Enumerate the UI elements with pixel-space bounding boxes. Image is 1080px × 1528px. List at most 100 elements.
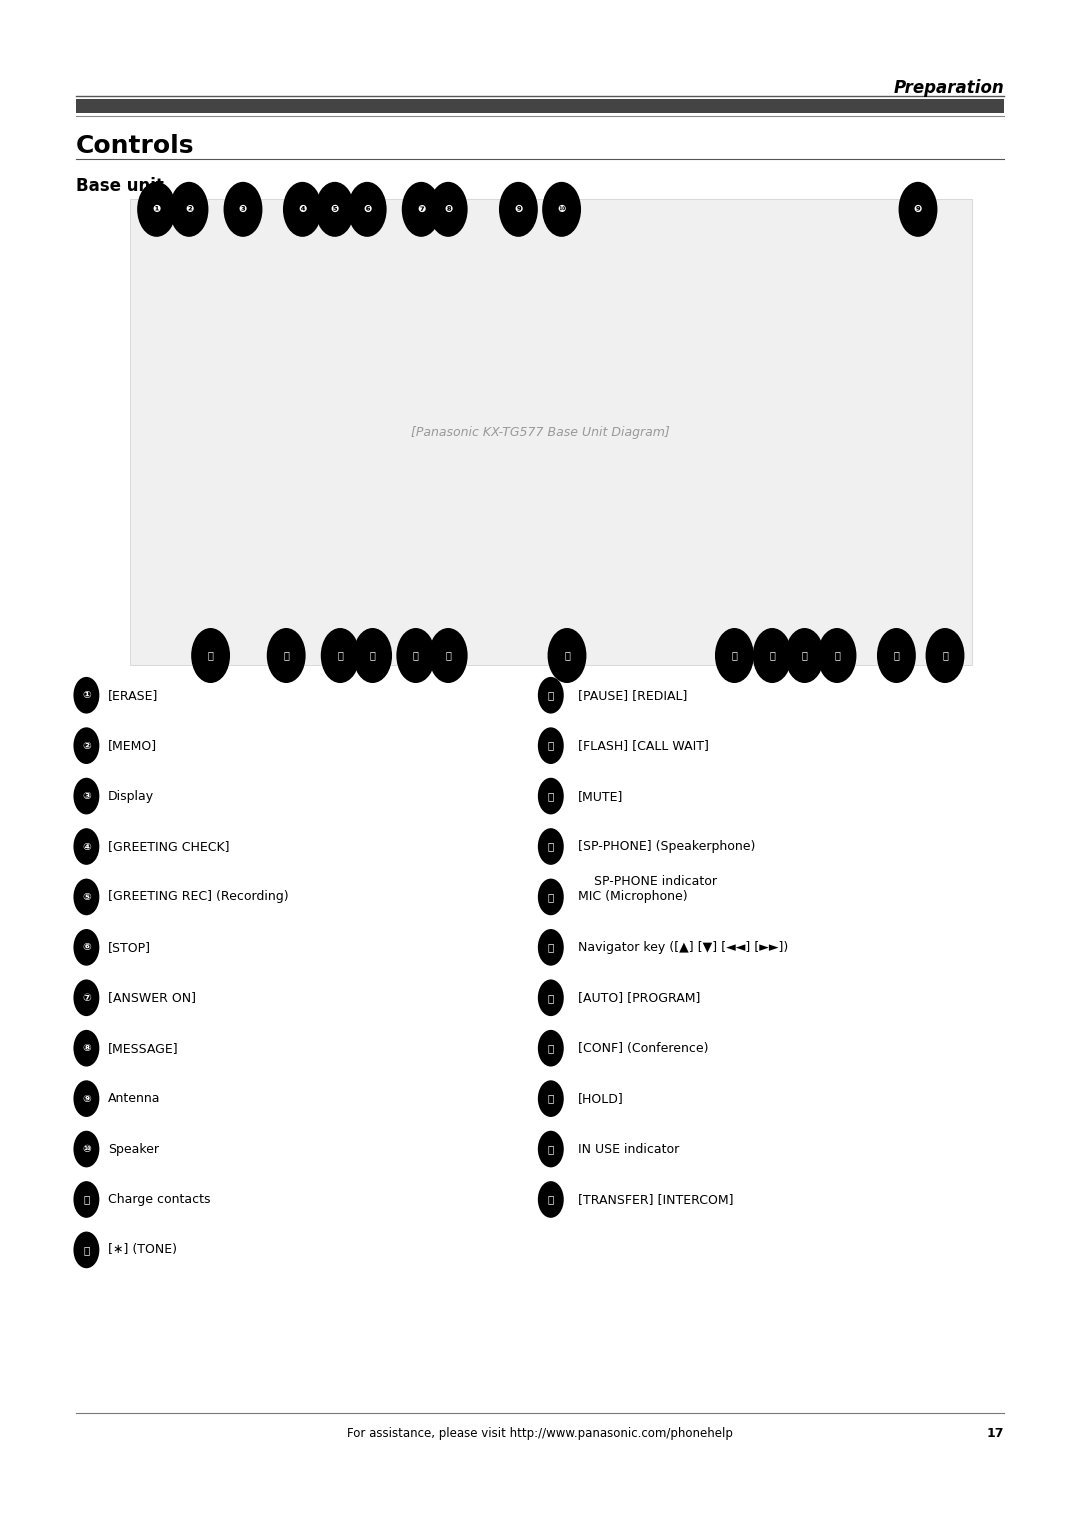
Circle shape: [73, 677, 99, 714]
Text: ⑬: ⑬: [548, 691, 554, 700]
Text: [ANSWER ON]: [ANSWER ON]: [108, 992, 195, 1004]
Text: IN USE indicator: IN USE indicator: [578, 1143, 679, 1155]
Text: ⑮: ⑮: [548, 792, 554, 801]
Text: ⑳: ⑳: [548, 1044, 554, 1053]
Circle shape: [542, 182, 581, 237]
Circle shape: [402, 182, 441, 237]
Circle shape: [321, 628, 360, 683]
Circle shape: [548, 628, 586, 683]
Text: ⑫: ⑫: [83, 1245, 90, 1254]
Text: [AUTO] [PROGRAM]: [AUTO] [PROGRAM]: [578, 992, 700, 1004]
Circle shape: [73, 979, 99, 1016]
Circle shape: [73, 727, 99, 764]
Circle shape: [73, 879, 99, 915]
Text: ⑲: ⑲: [769, 651, 775, 660]
Text: ❾: ❾: [914, 205, 922, 214]
Circle shape: [224, 182, 262, 237]
Circle shape: [538, 1030, 564, 1067]
Circle shape: [538, 879, 564, 915]
Circle shape: [538, 1181, 564, 1218]
Circle shape: [785, 628, 824, 683]
Circle shape: [538, 929, 564, 966]
Circle shape: [926, 628, 964, 683]
Text: ❷: ❷: [185, 205, 193, 214]
Circle shape: [538, 979, 564, 1016]
Text: [PAUSE] [REDIAL]: [PAUSE] [REDIAL]: [578, 689, 687, 701]
Text: [CONF] (Conference): [CONF] (Conference): [578, 1042, 708, 1054]
Text: ❸: ❸: [239, 205, 247, 214]
Circle shape: [73, 1181, 99, 1218]
Text: ❶: ❶: [152, 205, 161, 214]
Circle shape: [877, 628, 916, 683]
Text: 17: 17: [987, 1427, 1004, 1441]
Text: ❺: ❺: [330, 205, 339, 214]
Text: ①: ①: [82, 691, 91, 700]
Text: [FLASH] [CALL WAIT]: [FLASH] [CALL WAIT]: [578, 740, 708, 752]
Circle shape: [73, 778, 99, 814]
Text: ⑨: ⑨: [82, 1094, 91, 1103]
Text: ⑰: ⑰: [564, 651, 570, 660]
Text: Navigator key ([▲] [▼] [◄◄] [►►]): Navigator key ([▲] [▼] [◄◄] [►►]): [578, 941, 788, 953]
Text: ⑱: ⑱: [731, 651, 738, 660]
Text: ⑧: ⑧: [82, 1044, 91, 1053]
Text: Speaker: Speaker: [108, 1143, 159, 1155]
Text: Display: Display: [108, 790, 154, 802]
Circle shape: [818, 628, 856, 683]
Circle shape: [73, 1080, 99, 1117]
Text: [∗] (TONE): [∗] (TONE): [108, 1244, 177, 1256]
Text: ⑬: ⑬: [337, 651, 343, 660]
Text: ❿: ❿: [557, 205, 566, 214]
Text: ⑶: ⑶: [548, 1195, 554, 1204]
Text: ⑯: ⑯: [445, 651, 451, 660]
Text: ⑭: ⑭: [369, 651, 376, 660]
Text: ⑱: ⑱: [548, 943, 554, 952]
Text: ②: ②: [82, 741, 91, 750]
Circle shape: [538, 778, 564, 814]
Text: For assistance, please visit http://www.panasonic.com/phonehelp: For assistance, please visit http://www.…: [347, 1427, 733, 1441]
Text: ⑥: ⑥: [82, 943, 91, 952]
Text: ⑵: ⑵: [548, 1144, 554, 1154]
Circle shape: [499, 182, 538, 237]
Circle shape: [396, 628, 435, 683]
Text: ⑵: ⑵: [893, 651, 900, 660]
Text: ④: ④: [82, 842, 91, 851]
Circle shape: [73, 929, 99, 966]
Text: ⑤: ⑤: [82, 892, 91, 902]
Text: [MUTE]: [MUTE]: [578, 790, 623, 802]
Circle shape: [538, 828, 564, 865]
Text: ⑴: ⑴: [834, 651, 840, 660]
Text: [Panasonic KX-TG577 Base Unit Diagram]: [Panasonic KX-TG577 Base Unit Diagram]: [410, 426, 670, 439]
Circle shape: [538, 1080, 564, 1117]
Bar: [130, 199, 972, 665]
Text: [GREETING REC] (Recording): [GREETING REC] (Recording): [108, 891, 288, 903]
Text: Preparation: Preparation: [893, 79, 1004, 98]
Text: ⑭: ⑭: [548, 741, 554, 750]
Circle shape: [538, 677, 564, 714]
Text: ❻: ❻: [363, 205, 372, 214]
Circle shape: [191, 628, 230, 683]
Circle shape: [715, 628, 754, 683]
Text: ❹: ❹: [298, 205, 307, 214]
Circle shape: [538, 1131, 564, 1167]
Text: [HOLD]: [HOLD]: [578, 1093, 623, 1105]
Text: Controls: Controls: [76, 134, 194, 159]
Text: ⑴: ⑴: [548, 1094, 554, 1103]
Circle shape: [283, 182, 322, 237]
Text: ⑦: ⑦: [82, 993, 91, 1002]
Text: [MEMO]: [MEMO]: [108, 740, 157, 752]
Text: ⑯: ⑯: [548, 842, 554, 851]
Text: ❼: ❼: [417, 205, 426, 214]
Text: ③: ③: [82, 792, 91, 801]
Circle shape: [348, 182, 387, 237]
Text: ⑮: ⑮: [413, 651, 419, 660]
Circle shape: [267, 628, 306, 683]
Circle shape: [899, 182, 937, 237]
Text: [GREETING CHECK]: [GREETING CHECK]: [108, 840, 229, 853]
Text: ⑩: ⑩: [82, 1144, 91, 1154]
Text: [ERASE]: [ERASE]: [108, 689, 159, 701]
Text: MIC (Microphone): MIC (Microphone): [578, 891, 688, 903]
Text: ⑪: ⑪: [83, 1195, 90, 1204]
Circle shape: [73, 1131, 99, 1167]
Circle shape: [429, 628, 468, 683]
Text: Base unit: Base unit: [76, 177, 163, 196]
